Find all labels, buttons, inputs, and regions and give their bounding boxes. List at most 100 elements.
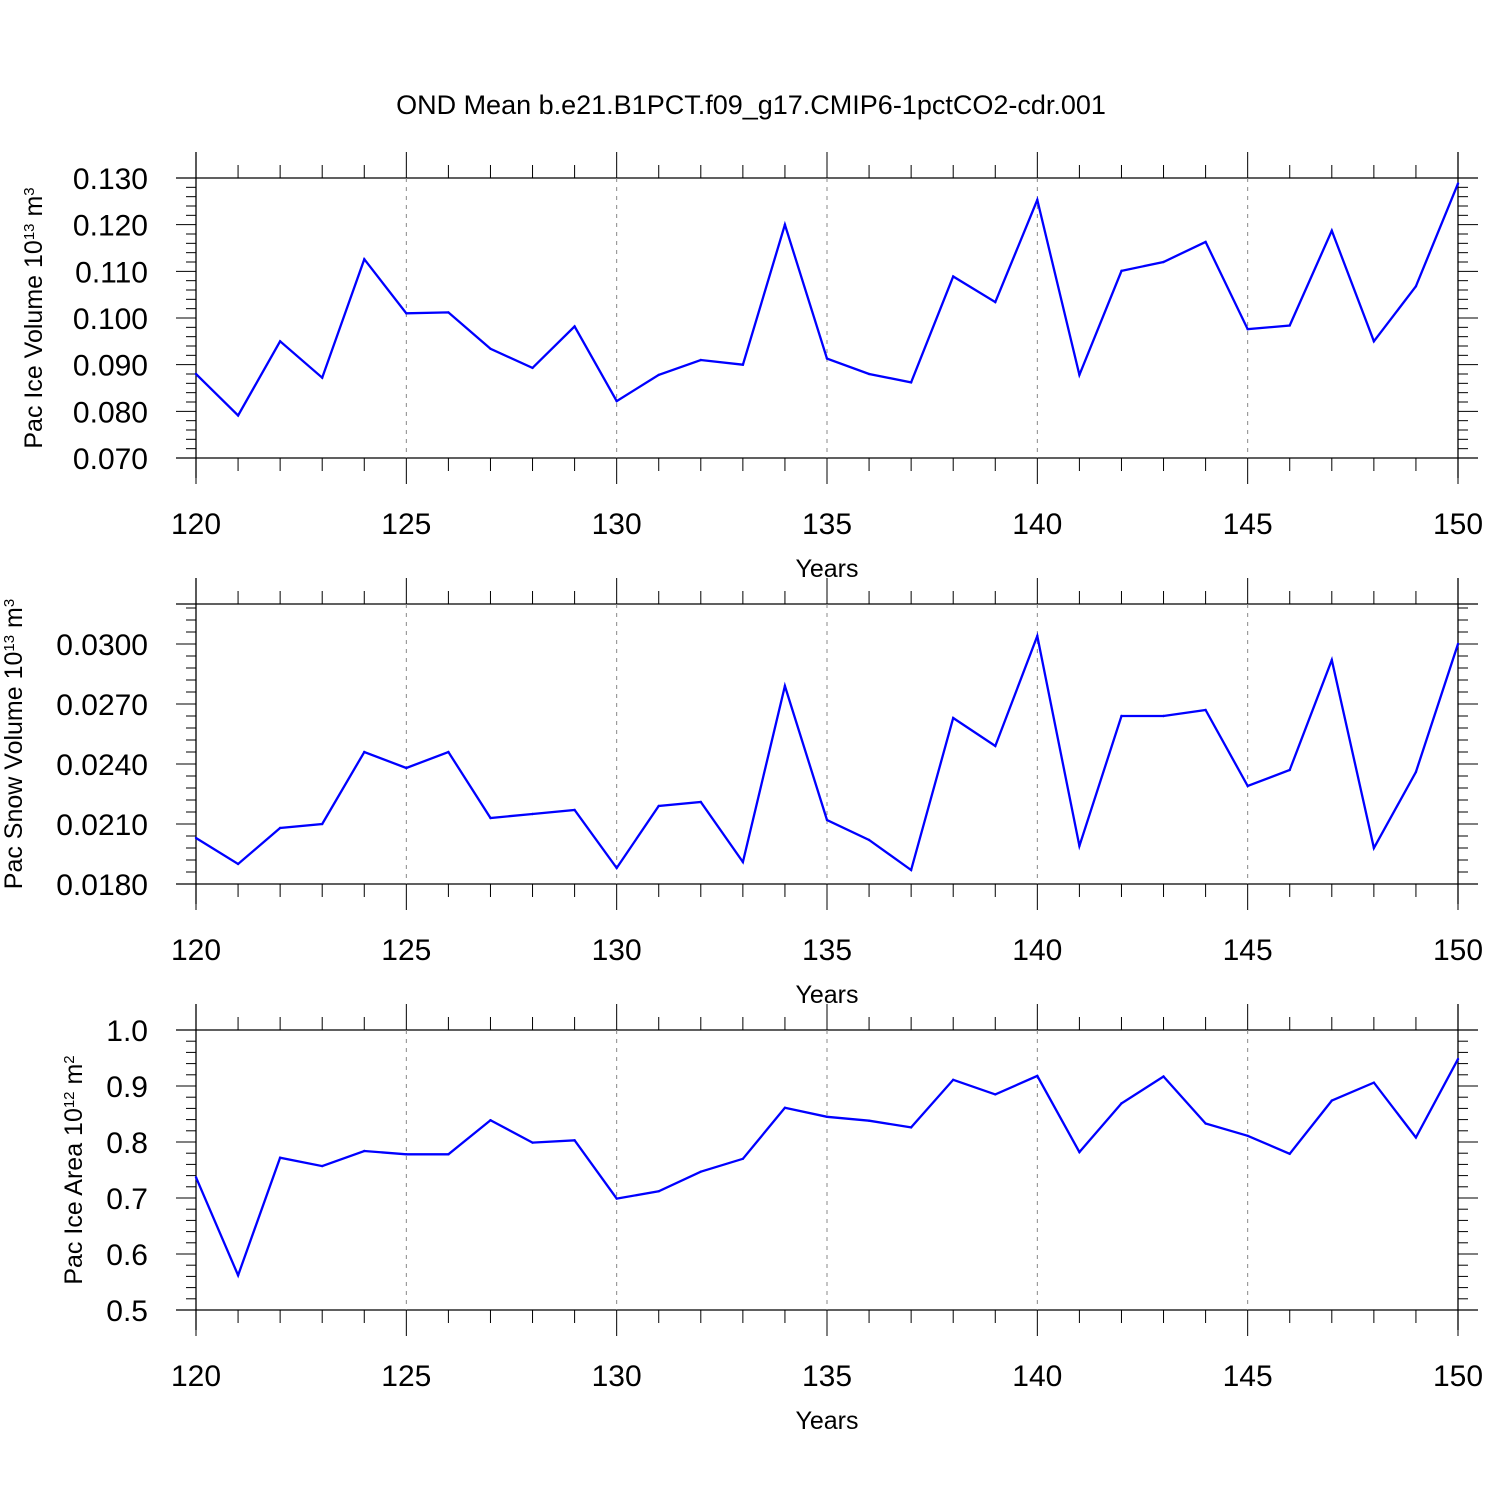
data-point <box>1078 844 1081 848</box>
data-point <box>952 275 955 278</box>
data-point <box>1288 324 1291 327</box>
data-point <box>867 838 871 842</box>
x-tick-label: 150 <box>1433 934 1483 967</box>
data-point <box>321 1164 324 1168</box>
y-axis-label-base: Pac Ice Area 10 <box>60 1108 88 1285</box>
y-tick-label: 0.080 <box>73 396 148 429</box>
data-point <box>909 381 913 384</box>
x-tick-label: 120 <box>171 508 221 541</box>
x-tick-label: 120 <box>171 1360 221 1393</box>
data-point <box>447 750 450 754</box>
y-tick-label: 0.0180 <box>56 869 148 902</box>
y-tick-label: 0.8 <box>106 1127 148 1160</box>
data-point <box>952 1078 955 1082</box>
data-point <box>1120 269 1123 273</box>
data-point <box>1330 1099 1334 1102</box>
data-point <box>405 766 408 770</box>
data-point <box>657 1190 660 1193</box>
data-point <box>657 804 660 808</box>
data-point <box>489 1118 492 1122</box>
x-tick-label: 135 <box>802 934 852 967</box>
data-point <box>1288 1152 1291 1155</box>
data-point <box>1036 634 1039 638</box>
data-point <box>236 862 240 866</box>
data-point <box>194 836 198 840</box>
data-point <box>573 1139 576 1142</box>
data-point <box>909 868 913 872</box>
y-axis-label: Pac Ice Area 1012 m2 <box>60 1055 88 1284</box>
y-tick-label: 0.6 <box>106 1239 148 1272</box>
data-point <box>699 800 702 804</box>
data-point <box>1330 658 1334 662</box>
panel-1: 0.070 0.080 0.090 0.100 0.110 0.120 0.130 120 12… <box>20 152 1483 583</box>
data-point <box>1204 1122 1207 1125</box>
y-tick-label: 0.0210 <box>56 809 148 842</box>
data-point <box>405 1153 408 1156</box>
y-tick-label: 0.0300 <box>56 629 148 662</box>
data-point <box>825 1115 829 1119</box>
data-point <box>994 744 997 748</box>
data-point <box>363 750 366 754</box>
data-point <box>194 372 198 376</box>
data-point <box>363 258 366 261</box>
x-tick-label: 140 <box>1012 1360 1062 1393</box>
data-point <box>278 1156 282 1159</box>
y-tick-label: 0.5 <box>106 1295 148 1328</box>
x-tick-label: 145 <box>1223 934 1273 967</box>
data-point <box>1330 229 1334 232</box>
y-axis-label-exp: 13 <box>1 635 18 652</box>
y-axis-label-exp: 12 <box>61 1091 78 1108</box>
data-point <box>867 1119 871 1122</box>
data-point <box>909 1126 913 1129</box>
y-tick-label: 0.100 <box>73 303 148 336</box>
data-point <box>994 300 997 304</box>
data-point <box>1162 714 1165 718</box>
x-tick-label: 145 <box>1223 1360 1273 1393</box>
data-point <box>1414 770 1418 774</box>
x-tick-label: 140 <box>1012 508 1062 541</box>
data-point <box>783 1106 787 1110</box>
data-point <box>1372 846 1376 850</box>
y-axis-label-unit: m <box>60 1064 88 1092</box>
data-point <box>1078 1150 1081 1154</box>
y-axis-label-unit-exp: 2 <box>61 1055 78 1063</box>
data-point <box>1246 328 1249 331</box>
y-axis-label-base: Pac Ice Volume 10 <box>20 240 48 448</box>
data-point <box>531 812 534 816</box>
data-point <box>1372 1081 1376 1084</box>
data-point <box>1414 285 1418 288</box>
y-tick-label: 0.0240 <box>56 749 148 782</box>
data-point <box>447 311 450 314</box>
data-point <box>1162 260 1165 264</box>
data-point <box>952 716 955 720</box>
data-point <box>1288 768 1291 772</box>
data-point <box>1078 373 1081 377</box>
data-point <box>489 816 492 820</box>
y-axis-label: Pac Snow Volume 1013 m3 <box>0 599 28 889</box>
data-point <box>236 414 240 417</box>
x-axis-label: Years <box>795 1407 858 1435</box>
data-point <box>615 866 618 870</box>
y-tick-label: 0.090 <box>73 350 148 383</box>
data-point <box>1456 182 1460 185</box>
data-point <box>1456 1057 1460 1061</box>
figure-title: OND Mean b.e21.B1PCT.f09_g17.CMIP6-1pctC… <box>396 90 1106 120</box>
data-point <box>1246 784 1249 788</box>
data-point <box>741 363 745 366</box>
y-tick-label: 0.110 <box>75 256 148 289</box>
data-point <box>657 373 660 377</box>
data-point <box>278 340 282 343</box>
y-axis-label-base: Pac Snow Volume 10 <box>0 652 28 890</box>
panel-3: 0.5 0.6 0.7 0.8 0.9 1.0 120 125 130 135 140 145 150 Y… <box>60 1004 1483 1435</box>
y-tick-label: 0.9 <box>106 1071 148 1104</box>
data-point <box>741 860 745 864</box>
x-tick-label: 125 <box>381 1360 431 1393</box>
data-point <box>1414 1136 1418 1139</box>
data-point <box>615 1197 618 1200</box>
series-line <box>195 183 1460 418</box>
data-point <box>405 312 408 315</box>
x-tick-label: 135 <box>802 1360 852 1393</box>
x-tick-label: 130 <box>592 934 642 967</box>
x-tick-label: 130 <box>592 1360 642 1393</box>
